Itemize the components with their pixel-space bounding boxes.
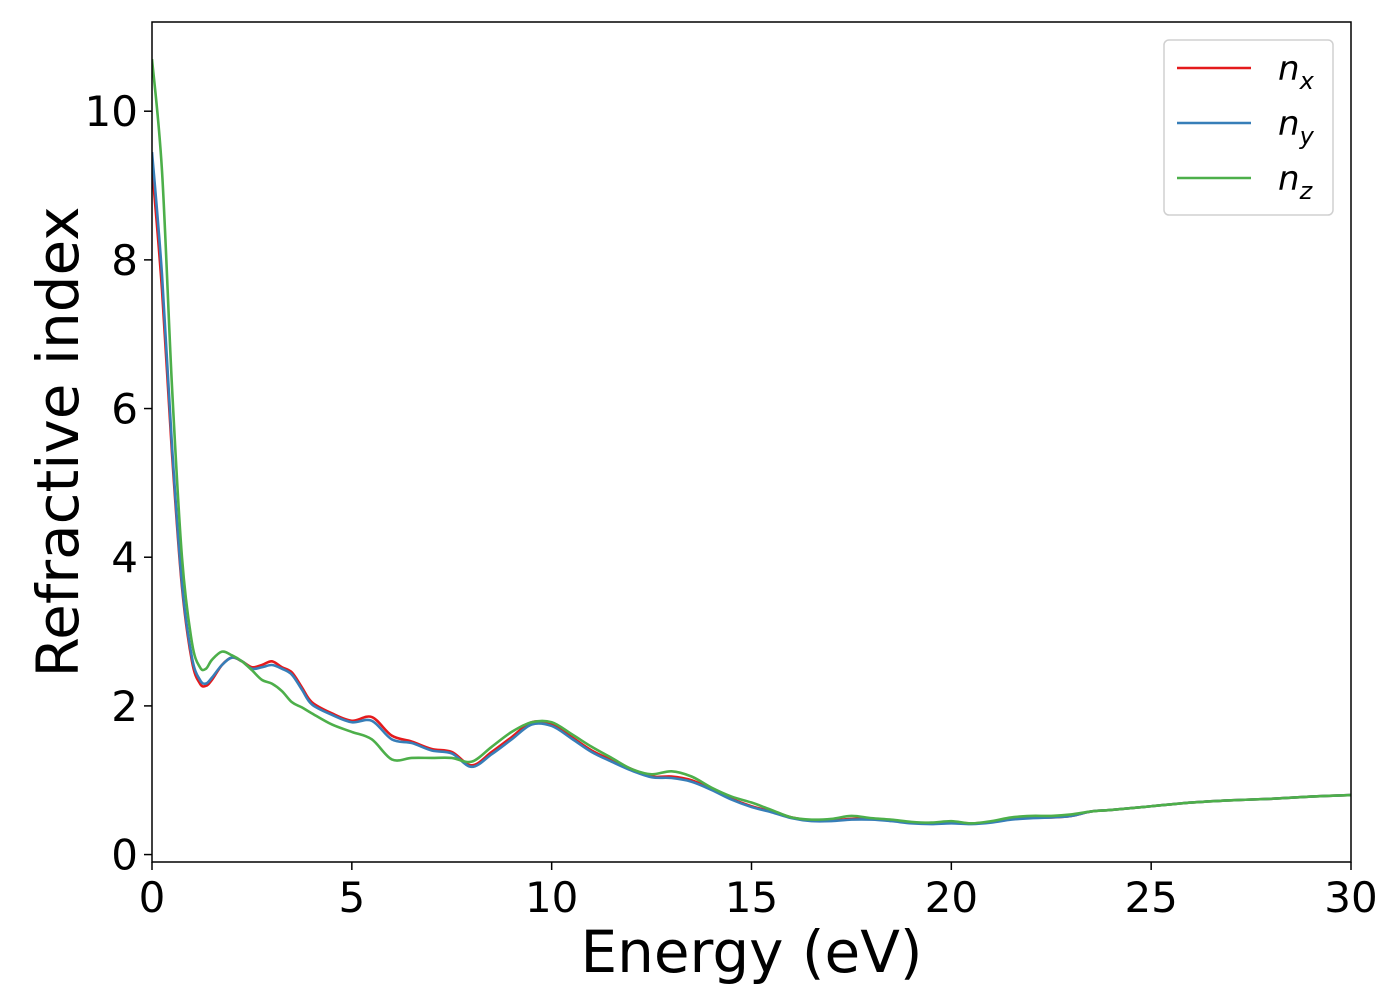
- y-tick-label: 0: [111, 831, 138, 880]
- legend: nx ny nz: [1163, 39, 1334, 216]
- y-tick-label: 6: [111, 385, 138, 434]
- x-tick-label: 5: [338, 873, 365, 922]
- x-tick-label: 10: [525, 873, 578, 922]
- x-tick-label: 30: [1324, 873, 1377, 922]
- y-axis-label: Refractive index: [24, 206, 92, 677]
- x-axis-label: Energy (eV): [580, 918, 922, 986]
- x-axis-ticks: 0 5 10 15 20 25 30: [139, 862, 1378, 922]
- legend-label-nz: nz: [1278, 159, 1314, 205]
- series-layer: [152, 59, 1351, 826]
- legend-label-nx: nx: [1278, 49, 1315, 95]
- x-tick-label: 20: [925, 873, 978, 922]
- y-tick-label: 2: [111, 682, 138, 731]
- x-tick-label: 0: [139, 873, 166, 922]
- series-line-nz: [152, 59, 1351, 825]
- y-axis-ticks: 0 2 4 6 8 10: [85, 87, 152, 880]
- legend-box: [1163, 39, 1334, 216]
- y-tick-label: 10: [85, 87, 138, 136]
- x-tick-label: 25: [1124, 873, 1177, 922]
- y-tick-label: 4: [111, 533, 138, 582]
- legend-label-ny: ny: [1278, 104, 1315, 150]
- y-tick-label: 8: [111, 236, 138, 285]
- x-tick-label: 15: [725, 873, 778, 922]
